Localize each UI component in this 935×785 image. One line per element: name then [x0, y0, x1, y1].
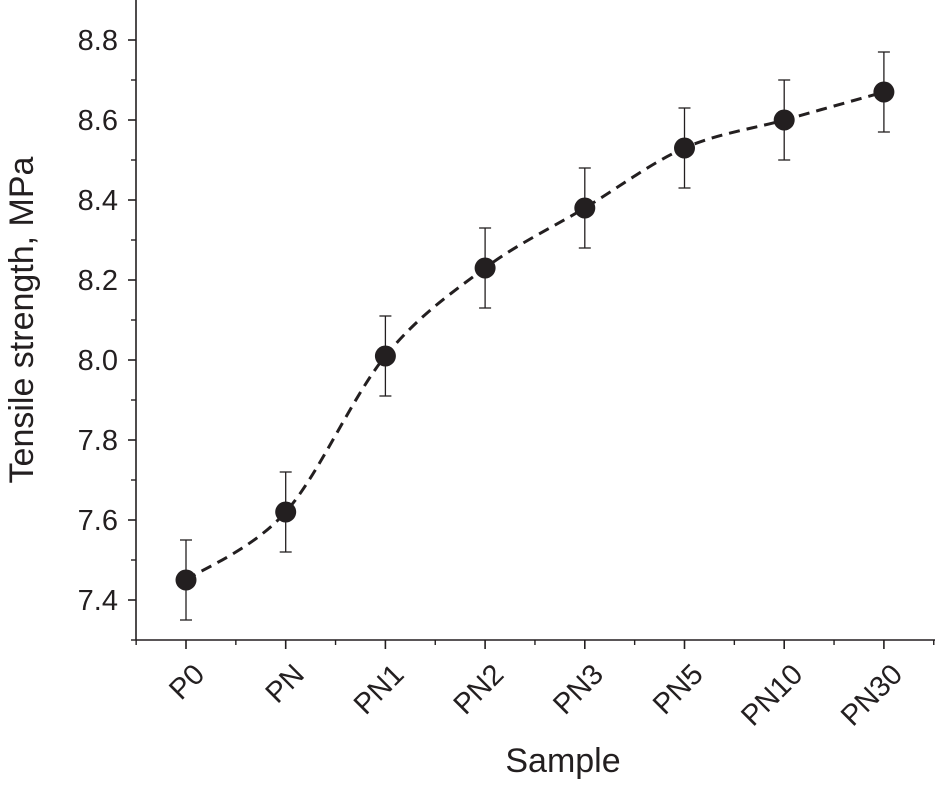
data-point [773, 109, 795, 131]
x-tick-label: P0 [163, 658, 211, 706]
data-point [275, 501, 297, 523]
x-tick-label: PN10 [735, 658, 809, 732]
x-tick-label: PN30 [835, 658, 909, 732]
y-tick-label: 8.6 [78, 105, 118, 137]
data-point [674, 137, 695, 159]
y-tick-label: 7.6 [78, 505, 118, 537]
x-tick-label: PN5 [647, 658, 710, 721]
x-axis-title: Sample [505, 742, 620, 780]
y-tick-label: 7.4 [78, 585, 118, 617]
x-tick-label: PN2 [448, 658, 511, 721]
y-tick-label: 8.4 [78, 185, 118, 217]
data-point [474, 257, 496, 279]
y-axis-title: Tensile strength, MPa [3, 156, 41, 483]
x-tick-label: PN3 [547, 658, 610, 721]
y-tick-label: 8.8 [78, 25, 118, 57]
y-ticks: 7.4 7.6 7.8 8.0 8.2 8.4 8.6 8.8 [78, 25, 136, 641]
y-tick-label: 8.0 [78, 345, 118, 377]
y-tick-label: 8.2 [78, 265, 118, 297]
axes [135, 0, 935, 641]
data-point [374, 345, 396, 367]
data-point [873, 81, 895, 103]
data-points [175, 81, 895, 591]
x-tick-label: PN1 [348, 658, 411, 721]
x-tick-label: PN [260, 658, 311, 709]
error-bars [180, 51, 890, 621]
data-point [175, 569, 197, 591]
y-tick-label: 7.8 [78, 425, 118, 457]
data-point [574, 197, 596, 219]
series-connector-line [185, 90, 885, 582]
x-ticks: P0 PN PN1 PN2 PN3 PN5 PN10 PN30 [135, 640, 935, 732]
